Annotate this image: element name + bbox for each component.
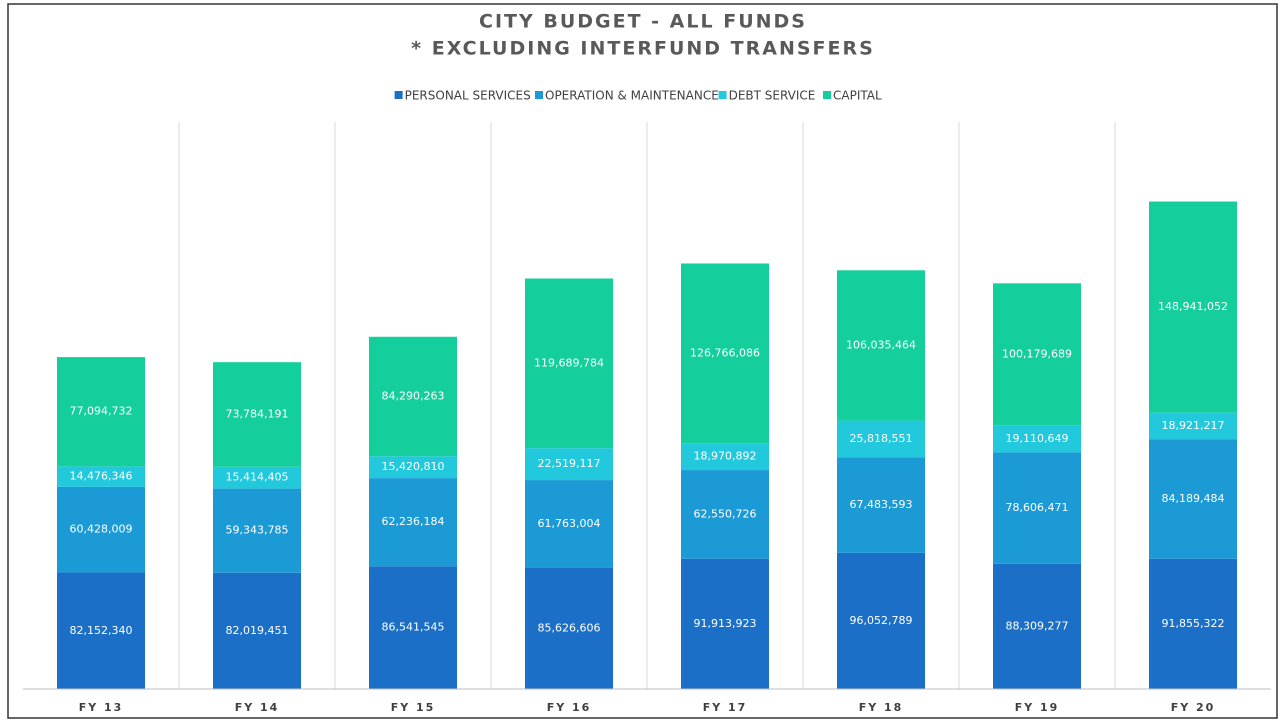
data-label: 67,483,593	[850, 498, 913, 511]
bar-segment	[57, 572, 145, 689]
data-label: 100,179,689	[1002, 347, 1072, 360]
data-label: 148,941,052	[1158, 300, 1228, 313]
bar-segment	[837, 552, 925, 689]
data-label: 19,110,649	[1006, 432, 1069, 445]
legend-label: PERSONAL SERVICES	[405, 89, 531, 103]
data-label: 59,343,785	[226, 524, 289, 537]
frame	[7, 3, 1278, 719]
data-label: 22,519,117	[538, 457, 601, 470]
bar-segment	[1149, 201, 1237, 413]
x-tick-label: FY 20	[1171, 701, 1216, 714]
data-label: 88,309,277	[1006, 619, 1069, 632]
legend-label: OPERATION & MAINTENANCE	[545, 89, 719, 103]
bar-segment	[1149, 439, 1237, 559]
bar-segment	[681, 263, 769, 444]
bar-segment	[525, 278, 613, 449]
data-label: 82,152,340	[70, 624, 133, 637]
chart-title: CITY BUDGET - ALL FUNDS	[479, 11, 807, 33]
x-tick-label: FY 17	[703, 701, 748, 714]
bar-segment	[213, 572, 301, 689]
data-label: 82,019,451	[226, 624, 289, 637]
x-tick-label: FY 14	[235, 701, 280, 714]
x-tick-label: FY 15	[391, 701, 436, 714]
bar-segment	[837, 420, 925, 458]
data-label: 15,414,405	[226, 471, 289, 484]
bar-segment	[57, 466, 145, 487]
bar-segment	[369, 566, 457, 689]
data-label: 77,094,732	[70, 405, 133, 418]
bar-segment	[681, 558, 769, 689]
legend-swatch	[823, 91, 831, 99]
bar-segment	[1149, 412, 1237, 440]
bar-segment	[525, 567, 613, 689]
data-label: 126,766,086	[690, 346, 760, 359]
bar-segment	[837, 457, 925, 553]
chart-subtitle: * EXCLUDING INTERFUND TRANSFERS	[411, 38, 875, 60]
legend-swatch	[394, 91, 403, 99]
legend-swatch	[535, 91, 543, 99]
data-label: 78,606,471	[1006, 501, 1069, 514]
data-label: 25,818,551	[850, 432, 913, 445]
data-label: 84,189,484	[1162, 492, 1225, 505]
data-label: 86,541,545	[382, 621, 445, 634]
data-label: 91,913,923	[694, 617, 757, 630]
data-label: 62,550,726	[694, 507, 757, 520]
data-label: 14,476,346	[70, 470, 133, 483]
bar-segment	[993, 283, 1081, 426]
bar-segment	[993, 452, 1081, 564]
data-label: 106,035,464	[846, 338, 916, 351]
bar-segment	[525, 448, 613, 481]
data-label: 119,689,784	[534, 356, 604, 369]
bar-segment	[213, 466, 301, 489]
x-tick-label: FY 16	[547, 701, 592, 714]
x-tick-label: FY 19	[1015, 701, 1060, 714]
data-label: 61,763,004	[538, 517, 601, 530]
bar-segment	[369, 478, 457, 567]
data-label: 18,970,892	[694, 450, 757, 463]
bar-segment	[525, 480, 613, 568]
x-tick-label: FY 18	[859, 701, 904, 714]
data-label: 73,784,191	[226, 407, 289, 420]
bar-segment	[681, 470, 769, 559]
bar-segment	[369, 336, 457, 457]
bar-segment	[1149, 558, 1237, 689]
data-label: 84,290,263	[382, 390, 445, 403]
bar-segment	[57, 486, 145, 573]
bar-segment	[213, 362, 301, 467]
data-label: 18,921,217	[1162, 419, 1225, 432]
bar-segment	[993, 563, 1081, 689]
data-label: 91,855,322	[1162, 617, 1225, 630]
data-label: 60,428,009	[70, 523, 133, 536]
data-label: 15,420,810	[382, 460, 445, 473]
data-label: 96,052,789	[850, 614, 913, 627]
legend-label: CAPITAL	[833, 89, 882, 103]
bar-segment	[837, 270, 925, 421]
bar-segment	[681, 443, 769, 471]
bar-segment	[57, 357, 145, 467]
data-label: 85,626,606	[538, 621, 601, 634]
bar-segment	[993, 425, 1081, 453]
legend-label: DEBT SERVICE	[729, 89, 816, 103]
x-tick-label: FY 13	[79, 701, 124, 714]
legend-swatch	[718, 91, 727, 99]
bar-segment	[213, 488, 301, 573]
data-label: 62,236,184	[382, 515, 445, 528]
bar-segment	[369, 456, 457, 479]
